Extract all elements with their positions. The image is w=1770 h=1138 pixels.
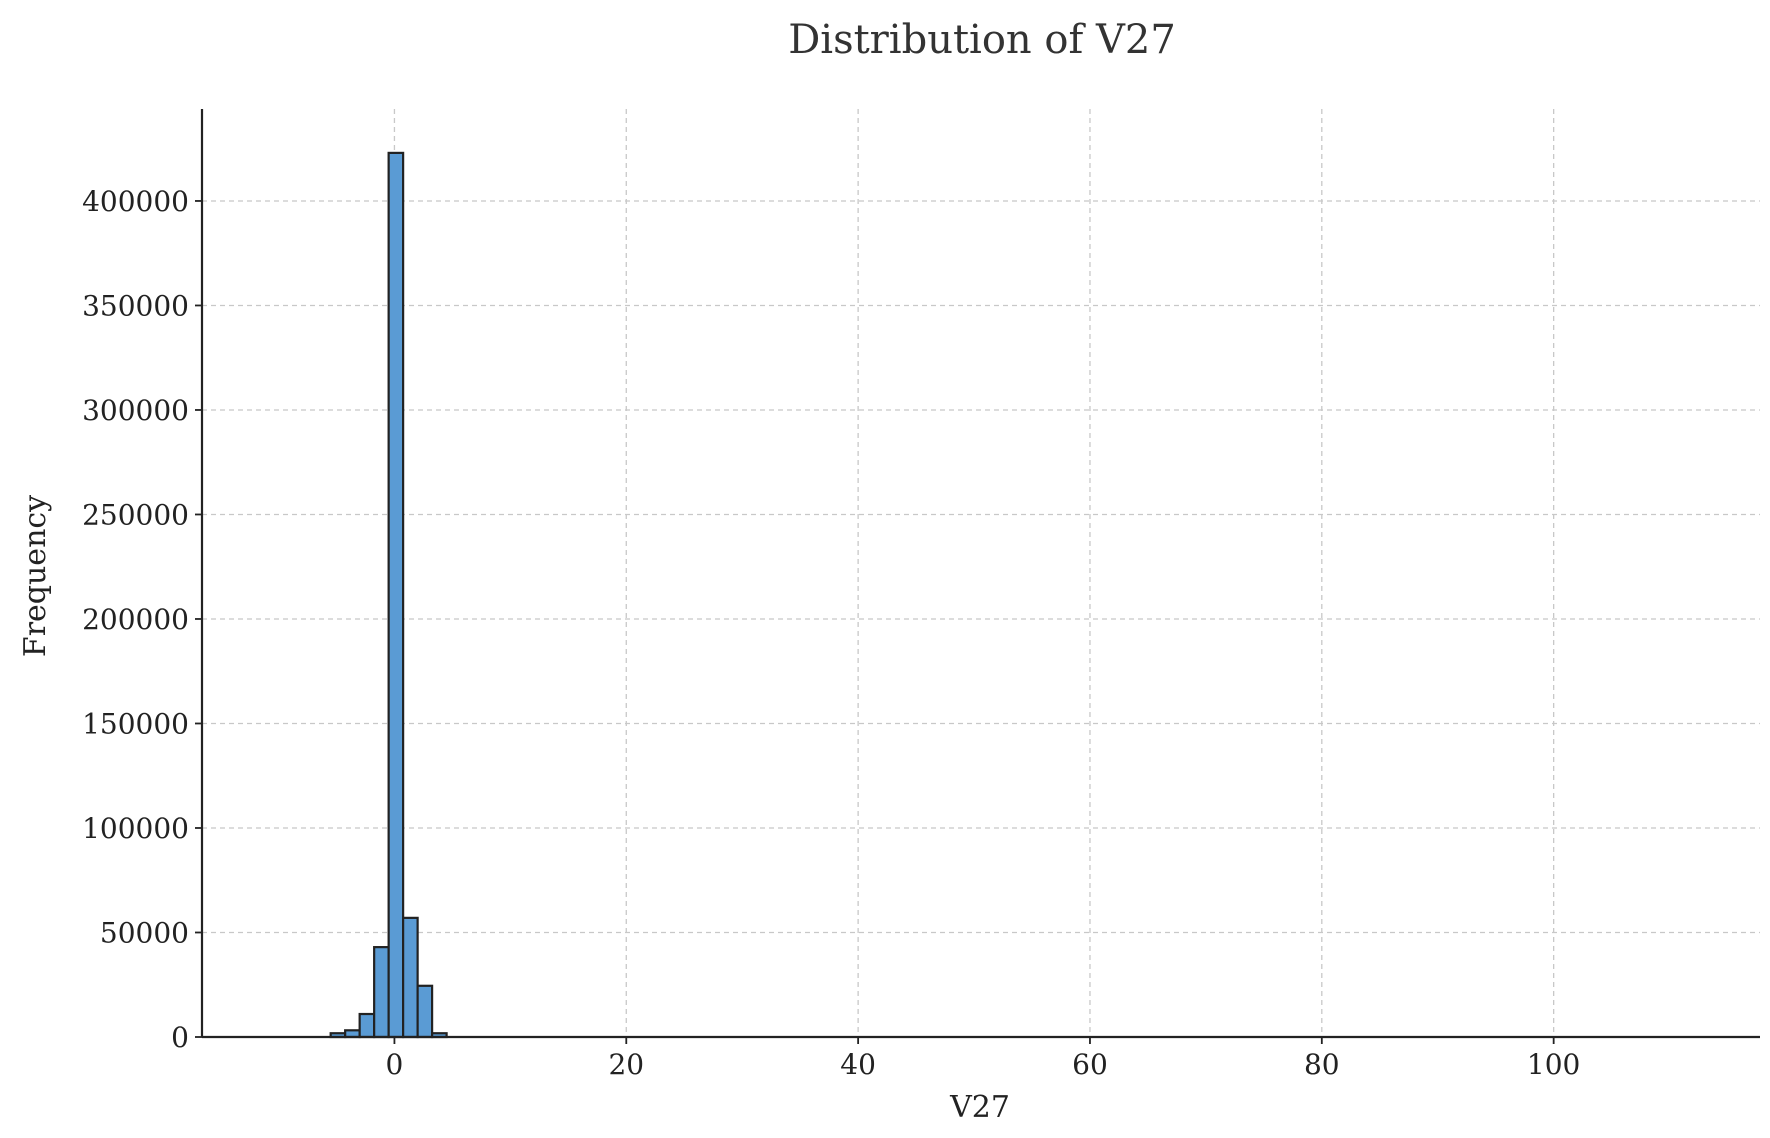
y-tick-label: 200000 bbox=[82, 603, 189, 636]
x-tick-label: 60 bbox=[1072, 1048, 1108, 1081]
x-tick-label: 80 bbox=[1304, 1048, 1340, 1081]
x-tick-label: 20 bbox=[608, 1048, 644, 1081]
y-ticks: 0 50000 100000 150000 200000 250000 300000 3500… bbox=[82, 185, 202, 1054]
y-tick-label: 400000 bbox=[82, 185, 189, 218]
histogram-bar bbox=[387, 151, 405, 1039]
x-tick-label: 100 bbox=[1527, 1048, 1580, 1081]
y-tick-label: 50000 bbox=[100, 916, 189, 949]
axes bbox=[200, 109, 1760, 1039]
y-tick-label: 250000 bbox=[82, 498, 189, 531]
y-axis-label: Frequency bbox=[18, 495, 53, 657]
x-ticks: 0 20 40 60 80 100 bbox=[386, 1037, 1580, 1081]
x-axis-label: V27 bbox=[949, 1090, 1010, 1125]
grid bbox=[202, 109, 1760, 1037]
histogram-bar bbox=[358, 1012, 376, 1039]
chart-title: Distribution of V27 bbox=[788, 17, 1176, 63]
histogram-bars bbox=[329, 151, 448, 1039]
y-tick-label: 150000 bbox=[82, 707, 189, 740]
histogram-bar bbox=[416, 984, 434, 1039]
y-tick-label: 0 bbox=[171, 1021, 189, 1054]
y-tick-label: 300000 bbox=[82, 394, 189, 427]
x-tick-label: 0 bbox=[386, 1048, 404, 1081]
y-tick-label: 100000 bbox=[82, 812, 189, 845]
y-tick-label: 350000 bbox=[82, 289, 189, 322]
x-tick-label: 40 bbox=[840, 1048, 876, 1081]
histogram-bar bbox=[373, 946, 390, 1039]
histogram-bar bbox=[402, 916, 419, 1039]
